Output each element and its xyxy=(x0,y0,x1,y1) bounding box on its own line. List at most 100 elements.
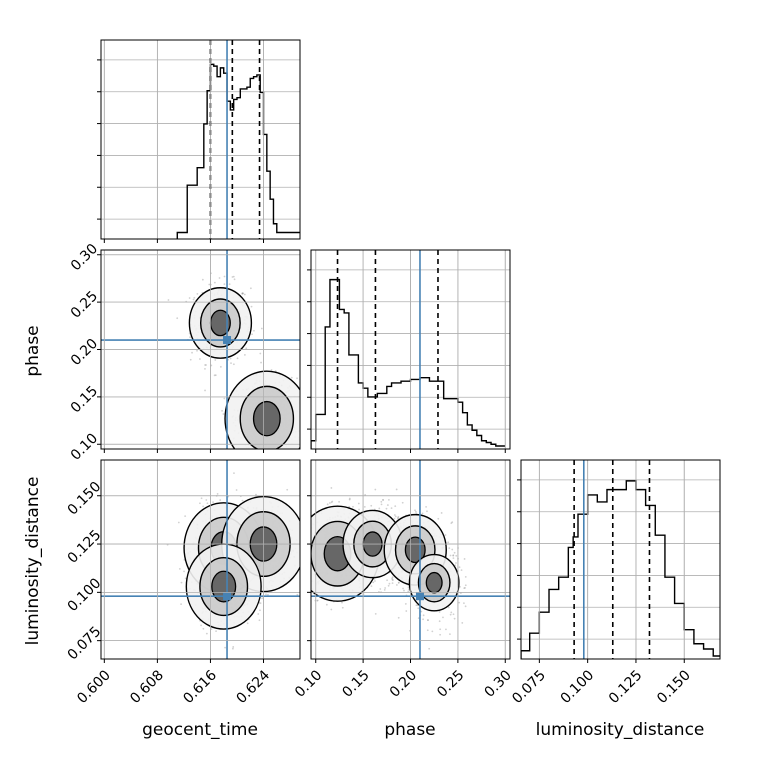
sample-point xyxy=(447,541,450,544)
y-tick-label-phase-0: 0.10 xyxy=(68,430,101,463)
sample-point xyxy=(271,456,273,458)
sample-point xyxy=(397,515,400,518)
sample-point xyxy=(176,317,179,320)
panel-frame-hist-luminosity_distance xyxy=(520,459,721,660)
sample-point xyxy=(204,364,207,366)
contour-middle xyxy=(199,298,241,348)
sample-point xyxy=(374,580,376,582)
sample-point xyxy=(326,503,329,506)
x-tick-label-phase-1: 0.15 xyxy=(339,667,372,700)
density-level-3 xyxy=(426,572,443,593)
sample-point xyxy=(213,374,216,377)
sample-point xyxy=(447,606,450,609)
sample-point xyxy=(288,454,290,456)
sample-point xyxy=(463,587,466,589)
sample-point xyxy=(463,602,465,605)
contour-middle xyxy=(239,385,295,449)
sample-point xyxy=(463,558,466,560)
sample-point xyxy=(306,536,308,538)
sample-point xyxy=(266,450,268,452)
sample-point xyxy=(269,451,271,453)
sample-point xyxy=(450,611,453,614)
sample-point xyxy=(440,512,443,514)
sample-point xyxy=(219,365,222,368)
sample-point xyxy=(200,624,203,627)
sample-point xyxy=(259,480,261,482)
sample-point xyxy=(204,367,206,370)
sample-point xyxy=(302,416,304,418)
sample-point xyxy=(277,454,279,456)
sample-point xyxy=(348,498,351,501)
sample-point xyxy=(221,409,223,412)
sample-point xyxy=(283,456,285,458)
sample-point xyxy=(202,505,205,508)
sample-point xyxy=(244,455,246,457)
sample-point xyxy=(188,297,191,299)
sample-point xyxy=(387,498,390,501)
sample-point xyxy=(196,349,198,352)
sample-point xyxy=(401,501,404,504)
sample-point xyxy=(439,628,442,631)
sample-point xyxy=(458,566,461,569)
sample-point xyxy=(455,554,458,557)
contour-outer xyxy=(224,370,300,449)
sample-point xyxy=(268,465,270,467)
sample-point xyxy=(431,630,434,633)
sample-point xyxy=(305,394,307,396)
sample-point xyxy=(189,358,192,361)
sample-point xyxy=(192,298,195,301)
sample-point xyxy=(255,493,257,496)
sample-point xyxy=(243,354,246,356)
truth-marker-phase-vs-luminosity_distance xyxy=(415,592,424,601)
histogram-geocent_time xyxy=(176,63,300,239)
sample-point xyxy=(251,333,253,336)
sample-point xyxy=(358,508,360,511)
sample-point xyxy=(242,292,244,295)
sample-point xyxy=(277,450,279,452)
sample-point xyxy=(391,576,394,579)
sample-point xyxy=(451,521,454,524)
x-axis-title-luminosity_distance: luminosity_distance xyxy=(536,720,705,740)
sample-point xyxy=(278,449,280,451)
sample-point xyxy=(459,585,461,588)
sample-point xyxy=(265,593,267,596)
sample-point xyxy=(295,576,297,578)
sample-point xyxy=(374,612,377,615)
sample-point xyxy=(464,584,467,587)
sample-point xyxy=(249,287,252,290)
sample-point xyxy=(206,502,209,505)
sample-point xyxy=(397,517,399,520)
sample-point xyxy=(451,548,454,551)
sample-point xyxy=(450,522,453,525)
x-tick-label-phase-2: 0.20 xyxy=(387,667,420,700)
sample-point xyxy=(397,616,400,619)
sample-point xyxy=(445,628,447,631)
panel-phase-vs-luminosity_distance xyxy=(295,460,510,659)
panel-geocent_time-vs-luminosity_distance xyxy=(101,460,300,659)
panel-frame-hist-phase xyxy=(310,249,511,450)
sample-point xyxy=(236,357,239,360)
y-tick-label-luminosity_distance-2: 0.125 xyxy=(65,527,105,567)
sample-point xyxy=(449,613,452,616)
y-tick-label-phase-3: 0.25 xyxy=(68,288,101,321)
sample-point xyxy=(259,462,261,464)
sample-point xyxy=(253,329,255,332)
sample-point xyxy=(393,517,396,520)
panel-frame-hist-geocent_time xyxy=(100,39,301,240)
sample-point xyxy=(427,619,429,622)
sample-point xyxy=(357,502,360,505)
sample-point xyxy=(363,505,366,508)
sample-point xyxy=(259,602,262,605)
sample-point xyxy=(224,646,227,649)
sample-point xyxy=(397,581,400,584)
sample-point xyxy=(460,569,463,572)
sample-point xyxy=(449,554,452,557)
sample-point xyxy=(421,512,424,515)
sample-point xyxy=(246,622,249,625)
sample-point xyxy=(386,579,389,582)
sample-point xyxy=(426,510,428,513)
sample-point xyxy=(428,647,431,650)
sample-point xyxy=(330,487,333,489)
sample-point xyxy=(233,472,235,475)
sample-point xyxy=(438,620,441,623)
